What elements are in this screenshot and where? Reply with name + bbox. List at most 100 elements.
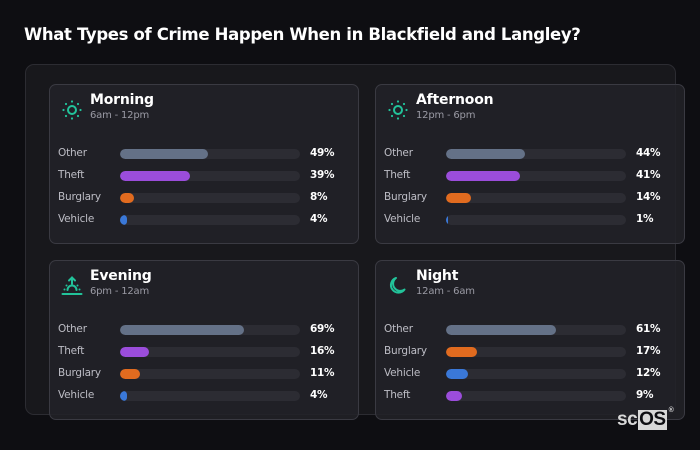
bar-fill — [120, 369, 140, 379]
bar-value: 69% — [310, 323, 335, 335]
bar-track — [120, 171, 300, 181]
bar-track — [446, 369, 626, 379]
bar-fill — [446, 215, 448, 225]
bar-track — [446, 193, 626, 203]
bar-fill — [120, 171, 191, 181]
bar-value: 12% — [636, 367, 661, 379]
bar-track — [120, 369, 300, 379]
bar-value: 11% — [310, 367, 335, 379]
bar-row: Burglary 11% — [58, 366, 358, 388]
scos-logo: sc OS ® — [617, 407, 674, 431]
bar-row: Burglary 14% — [384, 190, 684, 212]
bar-fill — [446, 347, 477, 357]
bar-row: Burglary 17% — [384, 344, 684, 366]
bar-track — [120, 347, 300, 357]
bar-label: Vehicle — [384, 367, 421, 379]
card-subtitle: 12pm - 6pm — [416, 110, 476, 121]
bar-rows: Other 69% Theft 16% Burglary 11% Vehicle 4% — [58, 322, 358, 410]
bar-value: 8% — [310, 191, 328, 203]
card-subtitle: 6pm - 12am — [90, 286, 150, 297]
bar-fill — [446, 193, 472, 203]
bar-track — [120, 193, 300, 203]
registered-mark: ® — [668, 407, 674, 414]
bar-track — [446, 391, 626, 401]
bar-fill — [120, 193, 135, 203]
bar-row: Other 44% — [384, 146, 684, 168]
bar-label: Theft — [384, 389, 411, 401]
bar-row: Theft 39% — [58, 168, 358, 190]
bar-label: Theft — [58, 345, 85, 357]
bar-fill — [446, 369, 468, 379]
bar-value: 16% — [310, 345, 335, 357]
card-subtitle: 6am - 12pm — [90, 110, 150, 121]
bar-value: 4% — [310, 389, 328, 401]
bar-track — [120, 391, 300, 401]
bar-row: Other 69% — [58, 322, 358, 344]
card-night: Night 12am - 6am Other 61% Burglary 17% Ve… — [375, 260, 685, 420]
bar-rows: Other 61% Burglary 17% Vehicle 12% Theft 9% — [384, 322, 684, 410]
bar-rows: Other 49% Theft 39% Burglary 8% Vehicle 4% — [58, 146, 358, 234]
bar-value: 41% — [636, 169, 661, 181]
card-title: Morning — [90, 92, 154, 108]
bar-row: Vehicle 4% — [58, 212, 358, 234]
bar-track — [446, 171, 626, 181]
moon-icon — [387, 275, 409, 297]
bar-label: Other — [58, 147, 87, 159]
bar-fill — [120, 347, 149, 357]
bar-track — [120, 215, 300, 225]
bar-label: Other — [384, 147, 413, 159]
bar-track — [446, 325, 626, 335]
page-title: What Types of Crime Happen When in Black… — [24, 25, 581, 44]
bar-label: Burglary — [384, 191, 427, 203]
bar-row: Burglary 8% — [58, 190, 358, 212]
bar-fill — [120, 215, 128, 225]
bar-fill — [446, 149, 526, 159]
bar-row: Theft 9% — [384, 388, 684, 410]
bar-label: Burglary — [58, 191, 101, 203]
bar-label: Theft — [384, 169, 411, 181]
card-title: Night — [416, 268, 459, 284]
bar-track — [446, 215, 626, 225]
bar-fill — [120, 149, 209, 159]
bar-fill — [120, 325, 245, 335]
card-evening: Evening 6pm - 12am Other 69% Theft 16% Bur… — [49, 260, 359, 420]
bar-value: 39% — [310, 169, 335, 181]
card-title: Afternoon — [416, 92, 494, 108]
logo-os: OS — [638, 409, 667, 430]
bar-fill — [120, 391, 128, 401]
bar-row: Other 61% — [384, 322, 684, 344]
bar-row: Other 49% — [58, 146, 358, 168]
bar-fill — [446, 171, 520, 181]
bar-label: Theft — [58, 169, 85, 181]
sunset-icon — [61, 275, 83, 297]
bar-label: Vehicle — [384, 213, 421, 225]
bar-label: Other — [384, 323, 413, 335]
bar-row: Theft 41% — [384, 168, 684, 190]
card-title: Evening — [90, 268, 152, 284]
bar-label: Vehicle — [58, 389, 95, 401]
bar-fill — [446, 391, 463, 401]
bar-track — [446, 149, 626, 159]
bar-value: 4% — [310, 213, 328, 225]
bar-track — [120, 149, 300, 159]
sun-icon — [387, 99, 409, 121]
card-subtitle: 12am - 6am — [416, 286, 475, 297]
bar-value: 17% — [636, 345, 661, 357]
bar-label: Vehicle — [58, 213, 95, 225]
bar-fill — [446, 325, 556, 335]
bar-row: Vehicle 4% — [58, 388, 358, 410]
bar-label: Other — [58, 323, 87, 335]
bar-rows: Other 44% Theft 41% Burglary 14% Vehicle 1% — [384, 146, 684, 234]
bar-label: Burglary — [58, 367, 101, 379]
logo-sc: sc — [617, 409, 638, 430]
bar-label: Burglary — [384, 345, 427, 357]
card-afternoon: Afternoon 12pm - 6pm Other 44% Theft 41% B… — [375, 84, 685, 244]
bar-row: Vehicle 12% — [384, 366, 684, 388]
bar-value: 1% — [636, 213, 654, 225]
bar-value: 9% — [636, 389, 654, 401]
bar-row: Theft 16% — [58, 344, 358, 366]
bar-track — [446, 347, 626, 357]
bar-value: 14% — [636, 191, 661, 203]
bar-track — [120, 325, 300, 335]
